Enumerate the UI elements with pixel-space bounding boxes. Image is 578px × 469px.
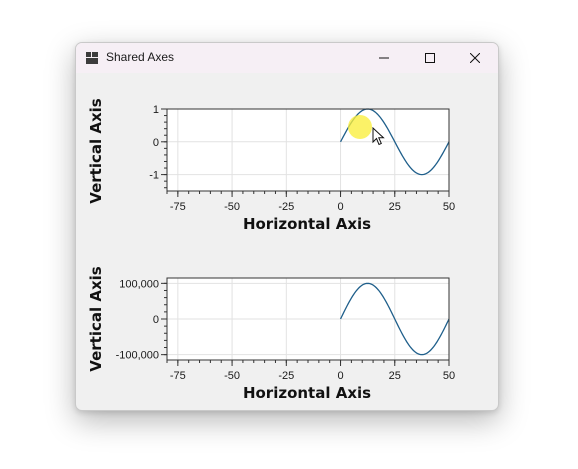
cursor-highlight [348, 115, 372, 139]
chart-1: -75 -50 -25 0 25 50 -1 0 1 Horizontal Axis Vertica… [87, 98, 455, 233]
close-icon [470, 53, 480, 63]
x-tick-label: 0 [337, 201, 343, 213]
x-axis-label: Horizontal Axis [243, 384, 371, 402]
mouse-pointer-icon [372, 127, 385, 146]
app-icon [86, 52, 98, 64]
x-tick-label: 50 [443, 370, 455, 382]
maximize-icon [425, 53, 435, 63]
y-axis-label: Vertical Axis [87, 266, 105, 371]
x-axis-label: Horizontal Axis [243, 215, 371, 233]
plot-area [167, 109, 449, 191]
x-tick-label: -50 [224, 201, 240, 213]
plot-frame [166, 277, 450, 361]
x-tick-label: -75 [170, 370, 186, 382]
minimize-icon [379, 57, 389, 59]
series-line [339, 282, 450, 356]
x-tick-label: 25 [389, 370, 401, 382]
chart-2: -75 -50 -25 0 25 50 -100,000 0 100,000 Horizontal… [87, 266, 455, 402]
y-tick-label: -100,000 [116, 350, 159, 362]
minimize-button[interactable] [361, 43, 407, 73]
y-tick-label: 100,000 [119, 278, 159, 290]
x-tick-label: 50 [443, 201, 455, 213]
x-tick-label: -50 [224, 370, 240, 382]
y-axis-label: Vertical Axis [87, 98, 105, 203]
maximize-button[interactable] [407, 43, 453, 73]
plot-frame [166, 108, 450, 192]
x-tick-label: 0 [337, 370, 343, 382]
window-title: Shared Axes [106, 50, 175, 64]
series-line [339, 108, 450, 176]
x-tick-label: -25 [278, 201, 294, 213]
y-tick-label: -1 [149, 170, 159, 182]
y-tick-label: 0 [153, 137, 159, 149]
y-tick-label: 1 [153, 104, 159, 116]
x-tick-label: -25 [278, 370, 294, 382]
x-tick-label: -75 [170, 201, 186, 213]
x-tick-label: 25 [389, 201, 401, 213]
close-button[interactable] [452, 43, 498, 73]
title-bar[interactable]: Shared Axes [76, 43, 498, 73]
y-tick-label: 0 [153, 314, 159, 326]
